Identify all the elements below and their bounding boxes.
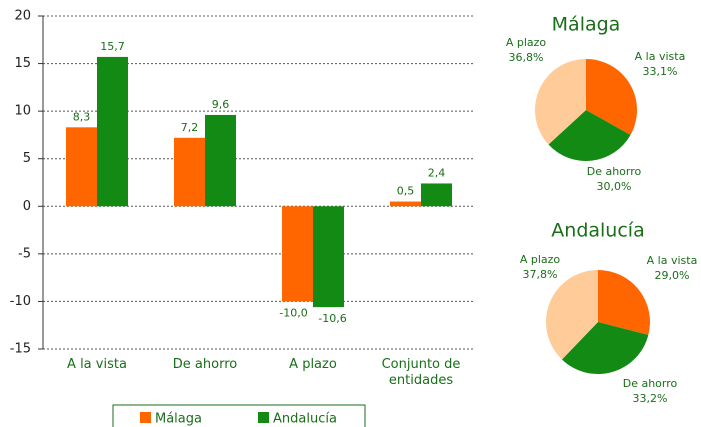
slice-label: A la vista [647, 254, 698, 267]
value-label: 0,5 [397, 185, 415, 198]
x-label-box: A la vista [67, 357, 127, 372]
x-tick-label: A plazo [289, 357, 337, 372]
bar [313, 206, 344, 308]
bar [174, 137, 205, 207]
legend-swatch [258, 412, 269, 423]
slice-value: 37,8% [523, 268, 558, 281]
y-tick-label: -15 [10, 342, 31, 357]
bar [205, 114, 236, 207]
slice-value: 29,0% [655, 269, 690, 282]
value-label: -10,0 [279, 306, 307, 319]
slice-label: A plazo [506, 36, 547, 49]
y-tick-label: -5 [18, 246, 31, 261]
slice-label: De ahorro [623, 377, 678, 390]
x-tick-label: A la vista [67, 357, 127, 372]
x-label-box: A plazo [289, 357, 337, 372]
bar [421, 183, 452, 207]
slice-value: 33,2% [633, 392, 668, 405]
y-tick-label: 10 [14, 104, 31, 119]
value-label: 2,4 [428, 166, 446, 179]
pie-slice [586, 59, 638, 135]
legend-label: Andalucía [273, 412, 337, 427]
pie-slice [561, 322, 649, 374]
pie-title: Andalucía [551, 220, 644, 242]
x-tick-label: De ahorro [172, 357, 238, 372]
bar [390, 201, 421, 207]
bar [282, 206, 313, 302]
pie-slice [546, 270, 598, 360]
x-tick-label: Conjunto de entidades [381, 357, 461, 388]
y-tick-label: -10 [10, 294, 31, 309]
y-tick-label: 0 [23, 199, 31, 214]
legend-box [112, 404, 366, 427]
legend-swatch [140, 412, 151, 423]
x-label-box: Conjunto de entidades [381, 357, 461, 388]
slice-value: 36,8% [509, 51, 544, 64]
slice-label: A la vista [635, 50, 686, 63]
bar [66, 127, 97, 207]
slice-value: 30,0% [597, 180, 632, 193]
slice-label: A plazo [520, 253, 561, 266]
pie-title: Málaga [552, 14, 621, 36]
value-label: 8,3 [73, 110, 91, 123]
x-label-box: De ahorro [172, 357, 238, 372]
legend-label: Málaga [155, 412, 202, 427]
value-label: 7,2 [181, 121, 199, 134]
y-tick-label: 5 [23, 151, 31, 166]
slice-label: De ahorro [587, 165, 642, 178]
y-tick-label: 15 [14, 56, 31, 71]
value-label: -10,6 [318, 312, 346, 325]
slice-value: 33,1% [643, 65, 678, 78]
bar [97, 56, 128, 207]
pie-slice [548, 110, 631, 161]
pie-slice [598, 270, 650, 335]
pie-slice [535, 59, 586, 145]
value-label: 15,7 [100, 40, 125, 53]
y-tick-label: 20 [14, 9, 31, 24]
value-label: 9,6 [212, 98, 230, 111]
